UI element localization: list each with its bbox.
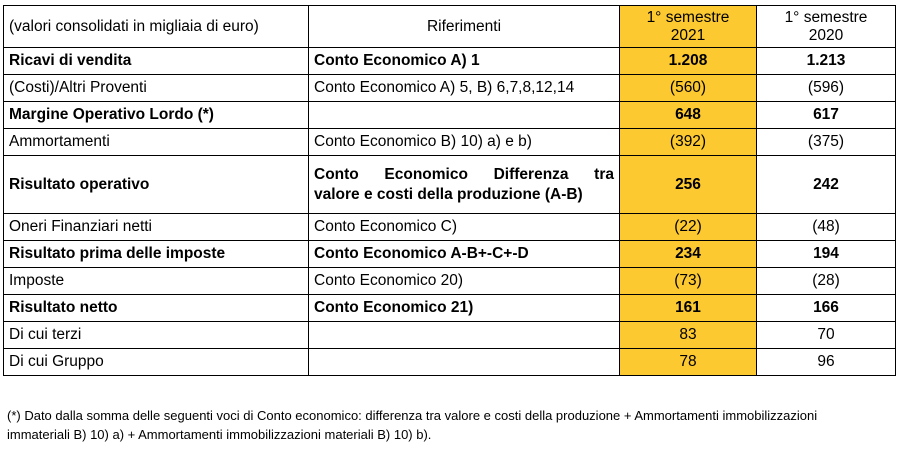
row-label: Imposte [3,267,309,295]
row-reference: Conto Economico 21) [308,294,620,322]
value-2021: (73) [619,267,757,295]
value-2021: 256 [619,155,757,214]
table-row: Margine Operativo Lordo (*) 648 617 [3,101,896,129]
row-reference: Conto Economico Differenza tra valore e … [308,155,620,214]
footnote-line-2: immateriali B) 10) a) + Ammortamenti imm… [7,427,432,442]
row-reference [308,348,620,376]
table-header-row: (valori consolidati in migliaia di euro)… [3,5,896,48]
financial-table: (valori consolidati in migliaia di euro)… [3,5,896,376]
value-2021: (22) [619,213,757,241]
row-label: Di cui Gruppo [3,348,309,376]
row-label: Risultato prima delle imposte [3,240,309,268]
table-row: Risultato operativo Conto Economico Diff… [3,155,896,214]
footnote: (*) Dato dalla somma delle seguenti voci… [7,406,892,444]
row-reference: Conto Economico A-B+-C+-D [308,240,620,268]
value-2020: 242 [756,155,896,214]
table-row: Di cui terzi 83 70 [3,321,896,349]
row-label: Risultato netto [3,294,309,322]
table-row: Risultato prima delle imposte Conto Econ… [3,240,896,268]
row-label: Risultato operativo [3,155,309,214]
value-2020: (48) [756,213,896,241]
value-2021: 83 [619,321,757,349]
row-reference [308,101,620,129]
table-row: Di cui Gruppo 78 96 [3,348,896,376]
header-2021-line1: 1° semestre [646,8,730,26]
table-row: Ammortamenti Conto Economico B) 10) a) e… [3,128,896,156]
value-2020: 1.213 [756,47,896,75]
table-row: Imposte Conto Economico 20) (73) (28) [3,267,896,295]
value-2020: 96 [756,348,896,376]
value-2020: 194 [756,240,896,268]
row-reference: Conto Economico A) 5, B) 6,7,8,12,14 [308,74,620,102]
value-2021: (392) [619,128,757,156]
value-2020: (375) [756,128,896,156]
table-row: Oneri Finanziari netti Conto Economico C… [3,213,896,241]
value-2020: (28) [756,267,896,295]
value-2021: 234 [619,240,757,268]
row-label: (Costi)/Altri Proventi [3,74,309,102]
header-units: (valori consolidati in migliaia di euro) [3,5,309,48]
value-2020: 617 [756,101,896,129]
header-2020-line1: 1° semestre [784,8,868,26]
row-label: Di cui terzi [3,321,309,349]
value-2021: (560) [619,74,757,102]
value-2020: 70 [756,321,896,349]
row-reference: Conto Economico A) 1 [308,47,620,75]
reference-line-1: Conto Economico Differenza tra [314,166,614,184]
row-label: Ricavi di vendita [3,47,309,75]
header-references: Riferimenti [308,5,620,48]
row-label: Oneri Finanziari netti [3,213,309,241]
header-2021-line2: 2021 [670,26,706,44]
header-2020-line2: 2020 [808,26,844,44]
table-row: (Costi)/Altri Proventi Conto Economico A… [3,74,896,102]
header-semester-2020: 1° semestre 2020 [756,5,896,48]
value-2021: 648 [619,101,757,129]
footnote-line-1: (*) Dato dalla somma delle seguenti voci… [7,408,818,423]
row-reference: Conto Economico B) 10) a) e b) [308,128,620,156]
row-label: Ammortamenti [3,128,309,156]
row-reference [308,321,620,349]
header-semester-2021: 1° semestre 2021 [619,5,757,48]
row-reference: Conto Economico C) [308,213,620,241]
row-label: Margine Operativo Lordo (*) [3,101,309,129]
value-2021: 161 [619,294,757,322]
value-2021: 1.208 [619,47,757,75]
reference-line-2: valore e costi della produzione (A-B) [314,185,583,203]
value-2021: 78 [619,348,757,376]
table-row: Risultato netto Conto Economico 21) 161 … [3,294,896,322]
row-reference: Conto Economico 20) [308,267,620,295]
table-row: Ricavi di vendita Conto Economico A) 1 1… [3,47,896,75]
value-2020: 166 [756,294,896,322]
value-2020: (596) [756,74,896,102]
